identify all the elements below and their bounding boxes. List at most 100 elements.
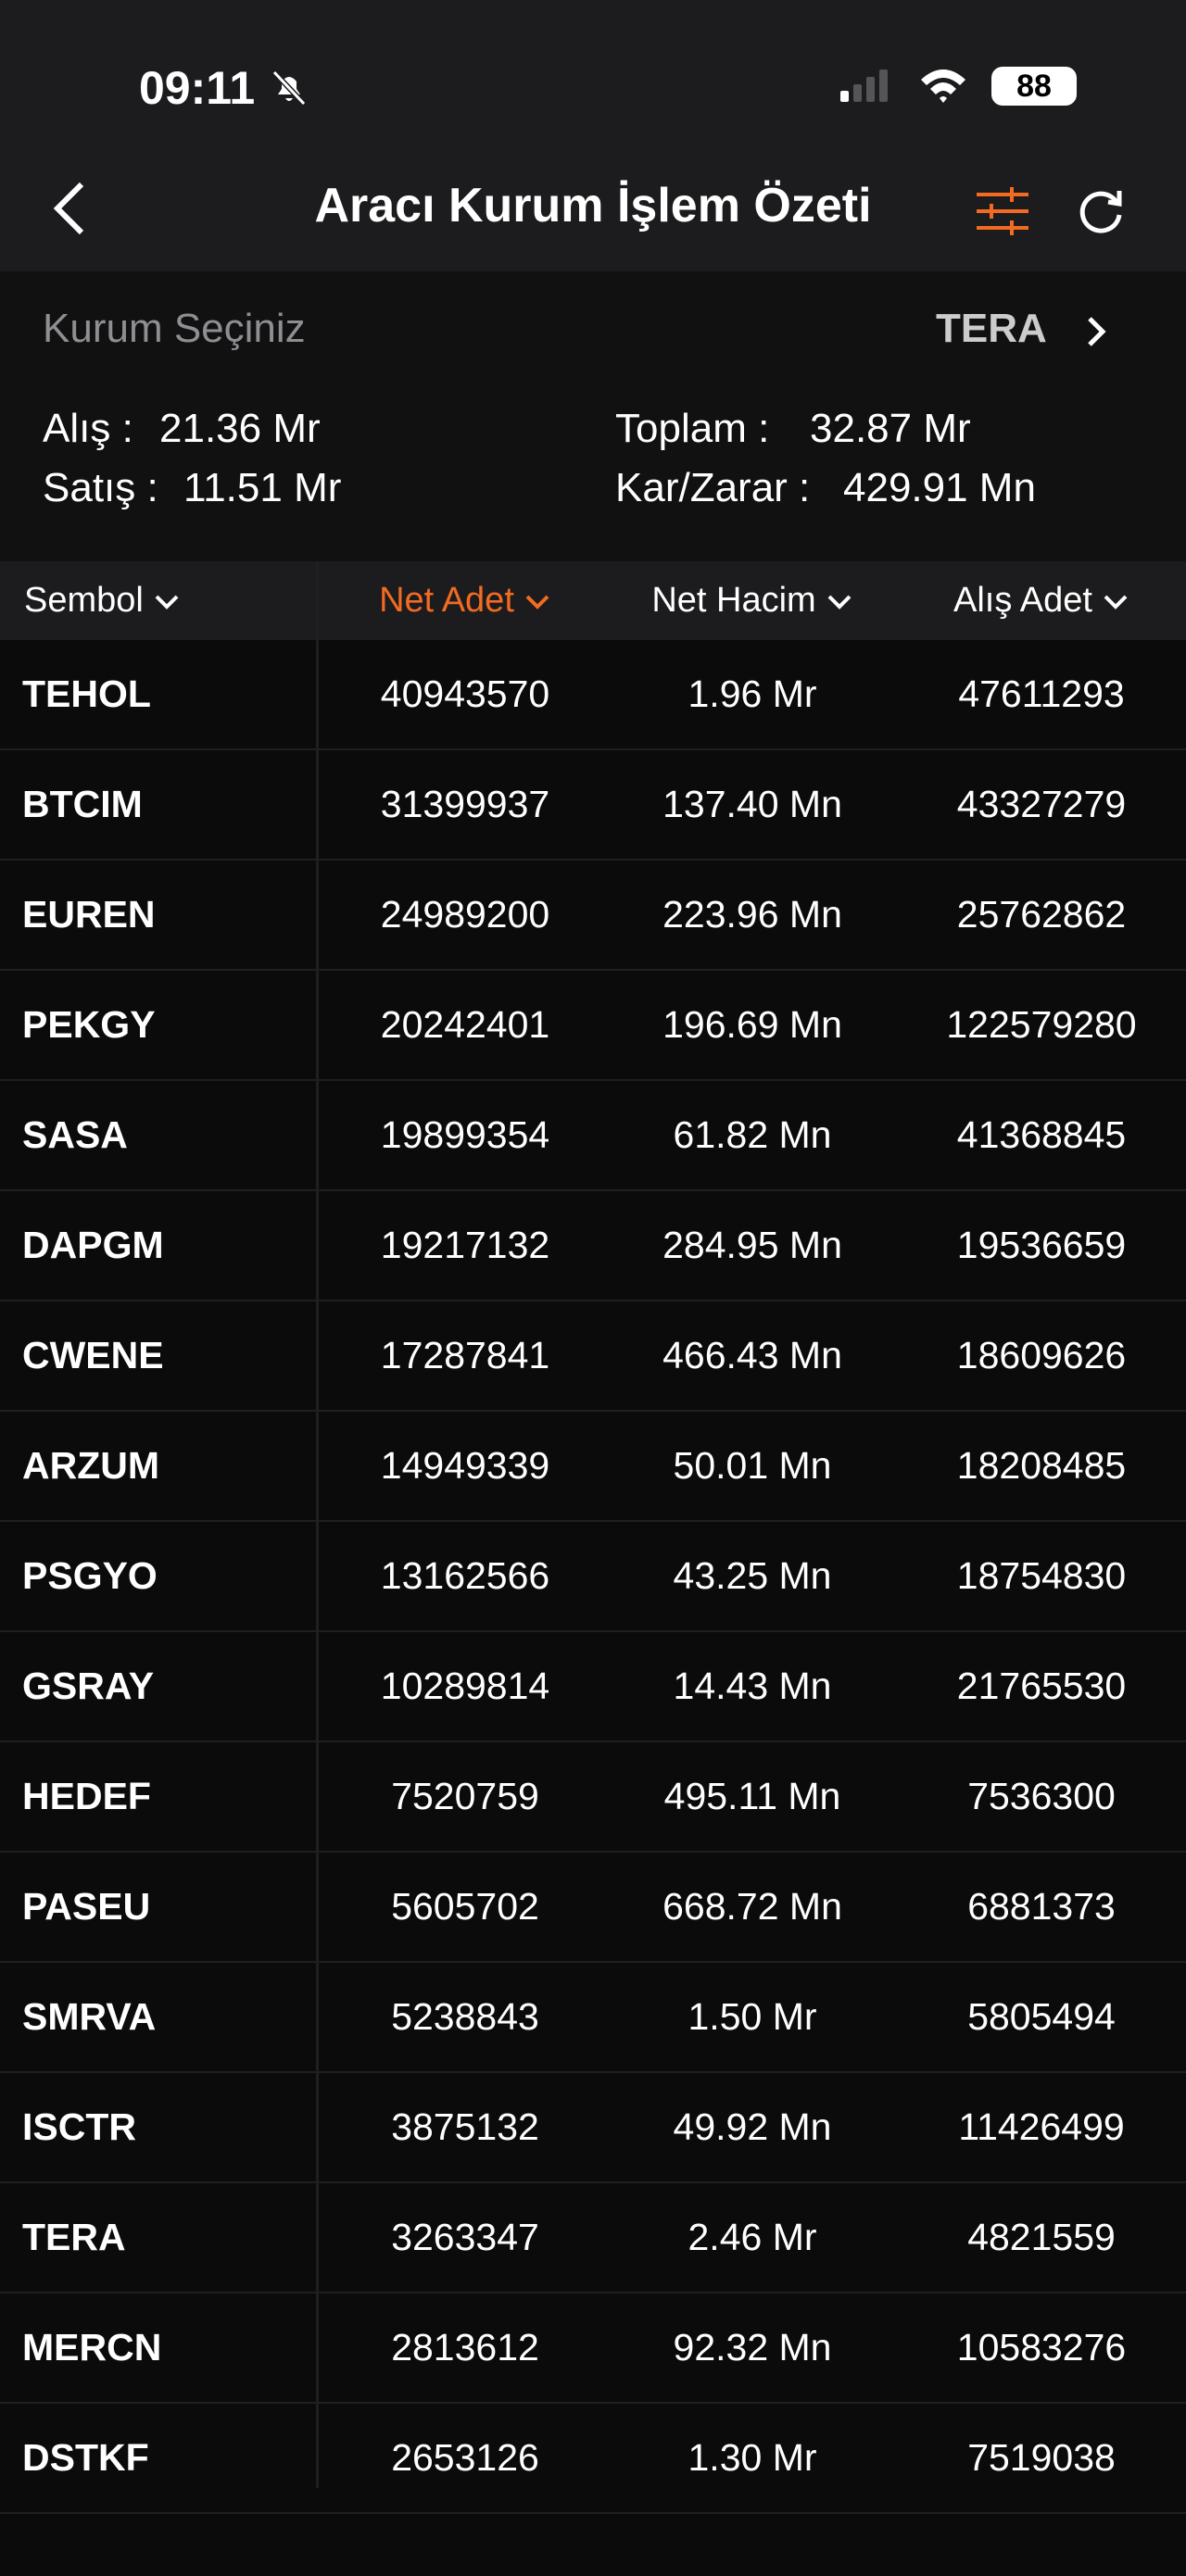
cell-value: 14949339 bbox=[380, 1444, 550, 1487]
time: 09:11 bbox=[139, 62, 256, 114]
mute-icon bbox=[271, 69, 307, 107]
table-row[interactable]: ARZUM 14949339 50.01 Mn 18208485 bbox=[0, 1412, 1186, 1522]
cell-value: 6881373 bbox=[967, 1885, 1116, 1928]
symbol: PASEU bbox=[22, 1885, 151, 1928]
cell-value: 1.50 Mr bbox=[688, 1995, 817, 2038]
symbol: GSRAY bbox=[22, 1665, 155, 1707]
broker-label: Kurum Seçiniz bbox=[43, 306, 306, 351]
cell-value: 284.95 Mn bbox=[662, 1224, 842, 1266]
satis-label: Satış : bbox=[43, 465, 158, 510]
table-row[interactable]: ISCTR 3875132 49.92 Mn 11426499 bbox=[0, 2073, 1186, 2183]
sort-chevron bbox=[155, 595, 179, 609]
cell-value: 31399937 bbox=[380, 783, 550, 825]
table-row[interactable]: TEHOL 40943570 1.96 Mr 47611293 bbox=[0, 640, 1186, 750]
toplam-value: 32.87 Mr bbox=[810, 406, 971, 451]
sort-chevron bbox=[1104, 595, 1128, 609]
symbol: EUREN bbox=[22, 893, 156, 936]
cell-value: 24989200 bbox=[380, 893, 550, 936]
column-header[interactable]: Alış Adet bbox=[893, 561, 1186, 640]
cell-value: 13162566 bbox=[380, 1554, 550, 1597]
table-row[interactable]: EUREN 24989200 223.96 Mn 25762862 bbox=[0, 861, 1186, 971]
cell-value: 466.43 Mn bbox=[662, 1334, 842, 1376]
cell-value: 18208485 bbox=[956, 1444, 1127, 1487]
symbol: DSTKF bbox=[22, 2436, 149, 2479]
symbol: TEHOL bbox=[22, 672, 151, 715]
cell-value: 122579280 bbox=[946, 1003, 1137, 1046]
table-row[interactable]: PSGYO 13162566 43.25 Mn 18754830 bbox=[0, 1522, 1186, 1632]
back-button[interactable] bbox=[46, 181, 93, 236]
table-row[interactable]: TERA 3263347 2.46 Mr 4821559 bbox=[0, 2183, 1186, 2293]
column-header[interactable]: Net Adet bbox=[317, 561, 613, 640]
cell-value: 25762862 bbox=[956, 893, 1127, 936]
cell-value: 19899354 bbox=[380, 1113, 550, 1156]
summary-panel bbox=[0, 271, 1186, 561]
alis-label: Alış : bbox=[43, 406, 133, 451]
column-header-text: Net Adet bbox=[379, 581, 514, 620]
cell-value: 7519038 bbox=[967, 2436, 1116, 2479]
broker-value[interactable]: TERA bbox=[936, 306, 1047, 351]
toplam-label: Toplam : bbox=[615, 406, 770, 451]
cell-value: 49.92 Mn bbox=[673, 2105, 832, 2148]
column-header-text: Sembol bbox=[24, 581, 144, 620]
cell-value: 7536300 bbox=[967, 1775, 1116, 1817]
column-header[interactable]: Sembol bbox=[24, 561, 181, 640]
cell-value: 20242401 bbox=[380, 1003, 550, 1046]
table-row[interactable]: SMRVA 5238843 1.50 Mr 5805494 bbox=[0, 1963, 1186, 2073]
kar-label: Kar/Zarar : bbox=[615, 465, 811, 510]
cell-value: 2813612 bbox=[391, 2326, 539, 2369]
table-row[interactable]: BTCIM 31399937 137.40 Mn 43327279 bbox=[0, 750, 1186, 861]
cell-value: 5605702 bbox=[391, 1885, 539, 1928]
cell-value: 11426499 bbox=[958, 2105, 1125, 2148]
table-row[interactable]: DSTKF 2653126 1.30 Mr 7519038 bbox=[0, 2404, 1186, 2514]
wifi-icon bbox=[921, 69, 965, 103]
chevron bbox=[1088, 317, 1106, 346]
satis-value: 11.51 Mr bbox=[183, 465, 342, 510]
symbol: HEDEF bbox=[22, 1775, 151, 1817]
cell-value: 21765530 bbox=[956, 1665, 1127, 1707]
symbol: SASA bbox=[22, 1113, 128, 1156]
cell-value: 47611293 bbox=[958, 672, 1125, 715]
cell-value: 43327279 bbox=[956, 783, 1127, 825]
alis-value: 21.36 Mr bbox=[159, 406, 321, 451]
symbol: ARZUM bbox=[22, 1444, 160, 1487]
table-row[interactable]: MERCN 2813612 92.32 Mn 10583276 bbox=[0, 2293, 1186, 2404]
table-row[interactable]: CWENE 17287841 466.43 Mn 18609626 bbox=[0, 1301, 1186, 1412]
cell-value: 1.30 Mr bbox=[688, 2436, 817, 2479]
kar-value: 429.91 Mn bbox=[843, 465, 1036, 510]
cell-value: 18609626 bbox=[956, 1334, 1127, 1376]
symbol: MERCN bbox=[22, 2326, 162, 2369]
symbol: PSGYO bbox=[22, 1554, 158, 1597]
column-header-text: Alış Adet bbox=[953, 581, 1092, 620]
table-row[interactable]: PASEU 5605702 668.72 Mn 6881373 bbox=[0, 1853, 1186, 1963]
cell-value: 3875132 bbox=[391, 2105, 539, 2148]
refresh-button[interactable] bbox=[1075, 185, 1127, 237]
cell-value: 7520759 bbox=[391, 1775, 539, 1817]
sort-chevron bbox=[827, 595, 852, 609]
table-row[interactable]: HEDEF 7520759 495.11 Mn 7536300 bbox=[0, 1742, 1186, 1853]
symbol: TERA bbox=[22, 2216, 126, 2258]
cell-value: 19217132 bbox=[380, 1224, 550, 1266]
cell-value: 14.43 Mn bbox=[673, 1665, 832, 1707]
symbol: DAPGM bbox=[22, 1224, 164, 1266]
cell-value: 50.01 Mn bbox=[673, 1444, 832, 1487]
cell-value: 17287841 bbox=[380, 1334, 550, 1376]
filter-button[interactable] bbox=[975, 185, 1030, 237]
cell-value: 3263347 bbox=[391, 2216, 539, 2258]
cell-value: 137.40 Mn bbox=[662, 783, 842, 825]
cell-value: 5238843 bbox=[391, 1995, 539, 2038]
page-title: Aracı Kurum İşlem Özeti bbox=[314, 179, 872, 232]
symbol: SMRVA bbox=[22, 1995, 157, 2038]
cell-value: 40943570 bbox=[380, 672, 550, 715]
table-row[interactable]: DAPGM 19217132 284.95 Mn 19536659 bbox=[0, 1191, 1186, 1301]
cell-value: 5805494 bbox=[967, 1995, 1116, 2038]
table-row[interactable]: PEKGY 20242401 196.69 Mn 122579280 bbox=[0, 971, 1186, 1081]
cell-value: 223.96 Mn bbox=[662, 893, 842, 936]
sort-chevron bbox=[525, 595, 549, 609]
symbol: BTCIM bbox=[22, 783, 143, 825]
table-row[interactable]: GSRAY 10289814 14.43 Mn 21765530 bbox=[0, 1632, 1186, 1742]
table-row[interactable]: SASA 19899354 61.82 Mn 41368845 bbox=[0, 1081, 1186, 1191]
cell-value: 43.25 Mn bbox=[673, 1554, 832, 1597]
cell-value: 2653126 bbox=[391, 2436, 539, 2479]
column-header[interactable]: Net Hacim bbox=[604, 561, 901, 640]
cell-value: 495.11 Mn bbox=[663, 1775, 841, 1817]
